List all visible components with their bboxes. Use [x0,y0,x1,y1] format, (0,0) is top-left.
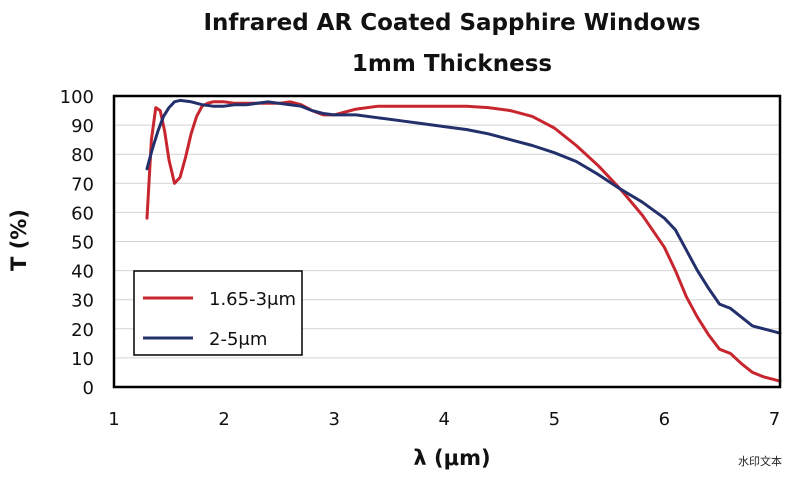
series-line-1 [145,100,782,383]
x-tick-label: 1 [108,409,119,430]
legend-box [133,270,303,356]
x-tick-label: 3 [328,409,339,430]
y-tick-label: 60 [71,203,94,224]
chart-title: Infrared AR Coated Sapphire Windows [203,10,700,36]
plot-frame [112,94,782,389]
y-tick-label: 20 [71,320,94,341]
chart-subtitle: 1mm Thickness [352,51,552,77]
series-line-2 [145,98,782,335]
y-tick-label: 0 [83,378,94,399]
x-tick-label: 6 [659,409,670,430]
x-tick-label: 2 [218,409,229,430]
x-axis-label: λ (μm) [413,446,490,470]
y-tick-label: 40 [71,262,94,283]
legend: 1.65-3μm 2-5μm [133,270,303,356]
y-tick-label: 100 [60,87,94,108]
watermark-text: 水印文本 [738,454,782,468]
x-tick-labels: 1 2 3 4 5 6 7 [108,409,780,430]
series-lines [145,98,782,383]
x-tick-label: 7 [769,409,780,430]
legend-label-series-2: 2-5μm [209,329,267,350]
y-tick-label: 70 [71,174,94,195]
y-tick-label: 80 [71,145,94,166]
y-tick-label: 50 [71,233,94,254]
y-tick-label: 10 [71,349,94,370]
y-tick-label: 90 [71,116,94,137]
y-tick-labels: 0 10 20 30 40 50 60 70 80 90 100 [60,87,94,399]
y-tick-label: 30 [71,291,94,312]
y-axis-label: T (%) [7,209,31,271]
legend-label-series-1: 1.65-3μm [209,289,296,310]
x-tick-label: 4 [439,409,450,430]
x-tick-label: 5 [549,409,560,430]
